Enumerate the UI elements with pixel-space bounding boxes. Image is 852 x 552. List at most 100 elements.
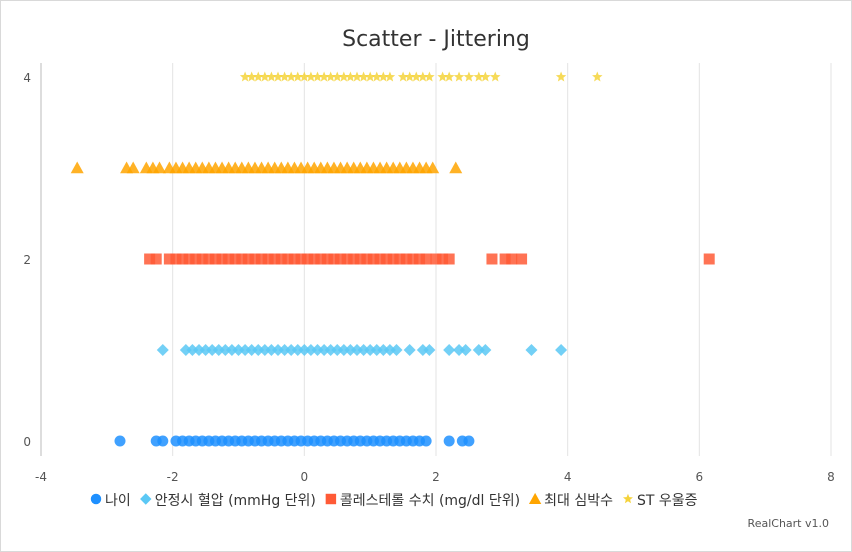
data-point-star — [443, 71, 455, 82]
data-point-square — [315, 253, 327, 265]
data-point-diamond — [212, 344, 225, 356]
legend-label: 콜레스테롤 수치 (mg/dl 단위) — [340, 493, 520, 509]
data-point-star — [371, 71, 382, 82]
data-point-square — [499, 253, 511, 265]
data-point-circle — [157, 435, 169, 447]
data-point-square — [209, 253, 221, 265]
data-point-square — [703, 253, 715, 265]
x-tick-label: 6 — [696, 470, 704, 484]
data-point-star — [312, 71, 323, 82]
data-point-diamond — [364, 344, 377, 356]
data-point-diamond — [193, 344, 205, 356]
data-point-star — [411, 71, 422, 82]
data-point-square — [163, 253, 175, 265]
data-point-square — [236, 253, 248, 265]
data-point-square — [394, 253, 406, 265]
data-point-star — [246, 71, 257, 82]
data-point-diamond — [357, 344, 370, 356]
data-point-diamond — [265, 344, 278, 356]
credit-label: RealChart v1.0 — [748, 517, 829, 530]
data-point-triangle — [70, 161, 84, 174]
data-point-star — [397, 71, 409, 82]
data-point-star — [318, 71, 330, 82]
data-point-diamond — [377, 344, 390, 356]
data-point-square — [275, 253, 287, 265]
data-point-star — [378, 71, 389, 82]
data-point-diamond — [298, 344, 311, 356]
data-point-diamond — [245, 344, 258, 356]
legend-marker-circle — [90, 493, 102, 505]
data-point-square — [354, 253, 366, 265]
data-point-square — [400, 253, 412, 265]
data-point-star — [332, 71, 343, 82]
data-point-diamond — [285, 344, 298, 356]
legend-label: 나이 — [105, 493, 131, 509]
data-point-star — [345, 71, 356, 82]
data-point-diamond — [416, 344, 429, 356]
data-point-star — [239, 71, 251, 82]
data-point-star — [364, 71, 376, 82]
data-point-square — [381, 253, 393, 265]
data-point-star — [325, 71, 336, 82]
data-point-diamond — [479, 344, 492, 356]
data-point-square — [361, 253, 373, 265]
data-point-diamond — [344, 344, 357, 356]
data-point-square — [295, 253, 307, 265]
data-point-square — [328, 253, 340, 265]
data-point-square — [223, 253, 235, 265]
data-point-diamond — [252, 344, 265, 356]
data-point-diamond — [278, 344, 291, 356]
data-point-square — [443, 253, 455, 265]
data-point-star — [279, 71, 290, 82]
data-point-star — [299, 71, 310, 82]
x-tick-label: 8 — [827, 470, 835, 484]
data-point-square — [282, 253, 294, 265]
data-point-square — [216, 253, 228, 265]
data-point-square — [229, 253, 241, 265]
data-point-star — [292, 71, 303, 82]
data-point-diamond — [370, 344, 383, 356]
data-point-star — [490, 71, 501, 82]
data-point-star — [473, 71, 485, 82]
data-point-square — [242, 253, 254, 265]
data-point-diamond — [291, 344, 304, 356]
data-point-star — [480, 71, 491, 82]
data-point-star — [453, 71, 465, 82]
data-point-star — [351, 71, 363, 82]
data-point-square — [177, 253, 189, 265]
data-point-square — [348, 253, 360, 265]
data-point-star — [358, 71, 369, 82]
data-points — [70, 71, 715, 447]
data-point-triangle — [426, 161, 440, 174]
data-point-diamond — [206, 344, 219, 356]
data-point-diamond — [304, 344, 317, 356]
data-point-diamond — [453, 344, 466, 356]
data-point-star — [305, 71, 317, 82]
x-tick-label: 4 — [564, 470, 572, 484]
data-point-square — [190, 253, 202, 265]
data-point-diamond — [239, 344, 252, 356]
data-point-square — [262, 253, 274, 265]
data-point-diamond — [258, 344, 271, 356]
data-point-square — [437, 253, 449, 265]
data-point-diamond — [390, 344, 403, 356]
data-point-star — [259, 71, 271, 82]
data-point-diamond — [331, 344, 344, 356]
data-point-star — [266, 71, 277, 82]
axes: -4 -2 0 2 4 6 8 0 2 4 — [23, 63, 835, 484]
data-point-star — [592, 71, 603, 82]
data-point-square — [335, 253, 347, 265]
data-point-star — [384, 71, 396, 82]
data-point-star — [555, 71, 567, 82]
data-point-square — [144, 253, 156, 265]
data-point-square — [203, 253, 215, 265]
data-point-square — [256, 253, 268, 265]
data-point-diamond — [351, 344, 363, 356]
data-point-star — [417, 71, 429, 82]
legend-marker-square — [325, 493, 337, 505]
legend[interactable]: 나이 안정시 혈압 (mmHg 단위) 콜레스테롤 수치 (mg/dl 단위) 최대 … — [90, 492, 698, 509]
data-point-diamond — [423, 344, 436, 356]
data-point-circle — [463, 435, 475, 447]
data-point-square — [341, 253, 353, 265]
data-point-star — [424, 71, 435, 82]
